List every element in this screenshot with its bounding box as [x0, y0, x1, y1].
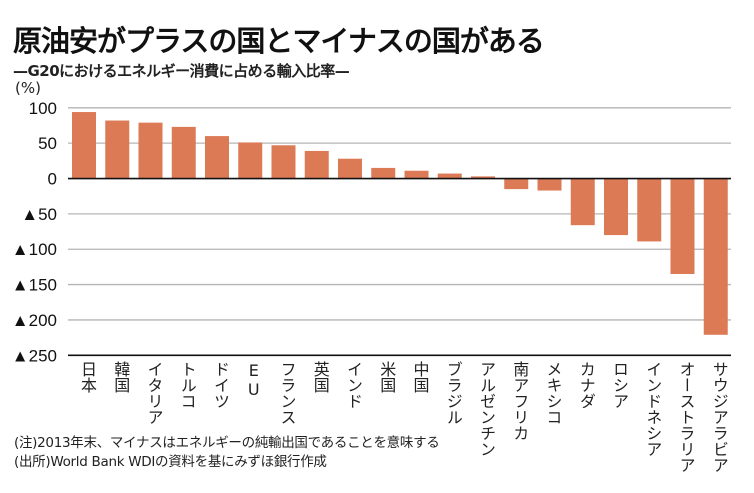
footnotes: (注)2013年末、マイナスはエネルギーの純輸出国であることを意味する (出所)… [14, 434, 440, 472]
gridlines [68, 107, 731, 321]
bar [504, 178, 529, 190]
x-tick-label: アルゼンチン [477, 361, 496, 457]
x-tick-label: カナダ [576, 361, 596, 409]
y-tick-label: 0 [48, 170, 57, 189]
bar [271, 145, 296, 179]
bar [404, 170, 429, 179]
x-tick-label: ドイツ [211, 361, 230, 409]
bar [171, 126, 196, 179]
y-tick-label: 50 [38, 134, 57, 153]
x-tick-label: ロシア [610, 361, 629, 409]
bar [205, 136, 229, 179]
bar [304, 150, 329, 179]
bar [437, 173, 462, 179]
bar [604, 178, 628, 236]
bar [338, 158, 362, 179]
x-tick-label: 韓国 [111, 361, 131, 393]
x-tick-label: 英国 [310, 361, 330, 393]
x-tick-label: フランス [277, 361, 297, 425]
y-tick-label: ▲200 [12, 311, 57, 330]
footnote-source: (出所)World Bank WDIの資料を基にみずほ銀行作成 [14, 454, 327, 470]
bar [371, 167, 396, 179]
x-tick-label: 南アフリカ [510, 361, 530, 441]
bar [637, 178, 662, 242]
x-tick-label: インド [344, 361, 363, 409]
axes [68, 177, 731, 357]
x-tick-label: メキシコ [543, 361, 563, 425]
x-tick-label: イタリア [144, 361, 164, 425]
chart-subtitle: —G20におけるエネルギー消費に占める輸入比率— [13, 62, 350, 80]
y-tick-label: ▲100 [12, 240, 57, 259]
y-tick-label: ▲150 [12, 276, 57, 295]
bar [72, 112, 96, 179]
bar [238, 142, 263, 179]
bar [138, 122, 163, 179]
x-tick-label: サウジアラビア [709, 361, 729, 473]
bar [670, 178, 695, 274]
bars [72, 112, 728, 335]
x-tick-label: 中国 [410, 361, 430, 393]
bar [471, 176, 495, 179]
bar [570, 178, 595, 226]
x-tick-label: EU [244, 361, 264, 399]
x-tick-label: 日本 [78, 361, 97, 393]
x-tick-label: ブラジル [443, 361, 463, 425]
x-tick-label: トルコ [177, 361, 197, 409]
x-tick-label: インドネシア [643, 361, 663, 457]
y-axis-unit: (%) [15, 79, 41, 97]
chart-title: 原油安がプラスの国とマイナスの国がある [13, 24, 545, 58]
y-tick-labels: 100 50 0 ▲50 ▲100 ▲150 ▲200 ▲250 [12, 99, 57, 365]
bar [105, 120, 130, 179]
x-tick-label: 米国 [377, 361, 397, 393]
x-tick-label: オーストラリア [676, 361, 696, 473]
bar [537, 178, 562, 191]
y-tick-label: 100 [29, 99, 57, 118]
bar [703, 178, 728, 335]
y-tick-label: ▲50 [21, 205, 57, 224]
footnote-note: (注)2013年末、マイナスはエネルギーの純輸出国であることを意味する [14, 435, 440, 451]
y-tick-label: ▲250 [12, 346, 57, 365]
